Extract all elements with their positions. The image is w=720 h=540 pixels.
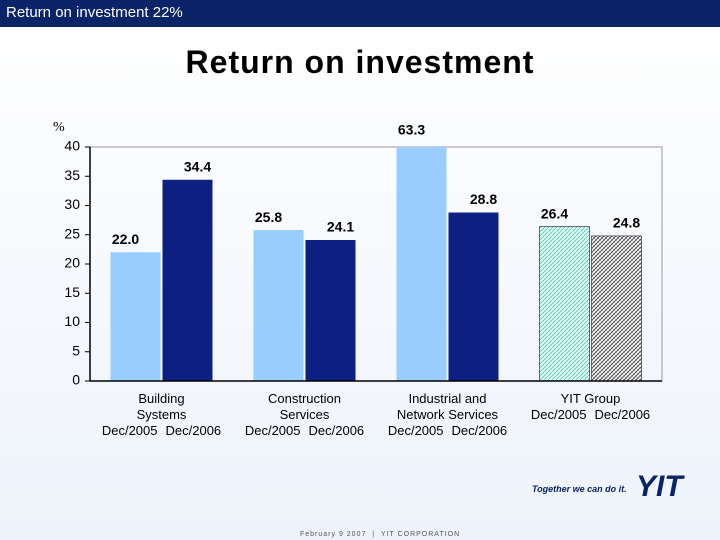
- value-label: 26.4: [541, 205, 568, 221]
- y-tick-label: 40: [64, 138, 80, 154]
- bar: [305, 240, 356, 381]
- legend-entry: Dec/2005: [530, 407, 587, 422]
- bar: [162, 179, 213, 381]
- category-label: Industrial and Network Services Dec/2005 D…: [373, 391, 523, 439]
- y-axis-label: %: [53, 120, 65, 135]
- value-label: 63.3: [398, 122, 425, 138]
- y-tick-label: 30: [64, 196, 80, 212]
- y-tick-label: 5: [72, 342, 80, 358]
- category-label: Construction Services Dec/2005 Dec/2006: [230, 391, 380, 439]
- legend-entry: Dec/2006: [451, 423, 508, 438]
- y-tick-label: 20: [64, 255, 80, 271]
- footer-company: YIT CORPORATION: [380, 531, 461, 538]
- value-label: 34.4: [184, 158, 211, 174]
- y-tick-label: 25: [64, 225, 80, 241]
- y-tick-label: 15: [64, 284, 80, 300]
- legend-entry: Dec/2006: [165, 423, 222, 438]
- value-label: 24.8: [613, 215, 640, 231]
- legend-entry: Dec/2005: [101, 423, 158, 438]
- value-label: 25.8: [255, 209, 282, 225]
- value-label: 24.1: [327, 219, 354, 235]
- bar: [396, 147, 447, 381]
- bar: [253, 230, 304, 381]
- chart-title: Return on investment: [185, 44, 535, 80]
- legend-entry: Dec/2006: [308, 423, 365, 438]
- y-tick-label: 0: [72, 372, 80, 388]
- series-labels: Dec/2005 Dec/2006: [373, 423, 523, 439]
- bars: [110, 147, 642, 381]
- legend-entry: Dec/2005: [387, 423, 444, 438]
- category-name: YIT Group: [560, 391, 621, 406]
- logo: YIT: [636, 470, 683, 503]
- bar: [539, 226, 590, 381]
- legend-entry: Dec/2005: [244, 423, 301, 438]
- footer: February 9 2007 | YIT CORPORATION: [300, 531, 461, 538]
- slogan: Together we can do it.: [532, 484, 627, 494]
- series-labels: Dec/2005 Dec/2006: [516, 407, 666, 423]
- value-label: 22.0: [112, 231, 139, 247]
- category-name: Construction Services: [268, 391, 341, 422]
- series-labels: Dec/2005 Dec/2006: [230, 423, 380, 439]
- category-label: Building Systems Dec/2005 Dec/2006: [87, 391, 237, 439]
- category-name: Industrial and Network Services: [396, 391, 499, 422]
- header-bar: Return on investment 22%: [0, 0, 720, 27]
- series-labels: Dec/2005 Dec/2006: [87, 423, 237, 439]
- legend-entry: Dec/2006: [594, 407, 651, 422]
- y-tick-label: 10: [64, 313, 80, 329]
- category-name: Building Systems: [136, 391, 187, 422]
- value-label: 28.8: [470, 191, 497, 207]
- bar: [110, 252, 161, 381]
- category-label: YIT Group Dec/2005 Dec/2006: [516, 391, 666, 423]
- footer-date: February 9 2007: [300, 531, 367, 538]
- y-tick-label: 35: [64, 167, 80, 183]
- bar: [448, 212, 499, 381]
- bar: [591, 235, 642, 381]
